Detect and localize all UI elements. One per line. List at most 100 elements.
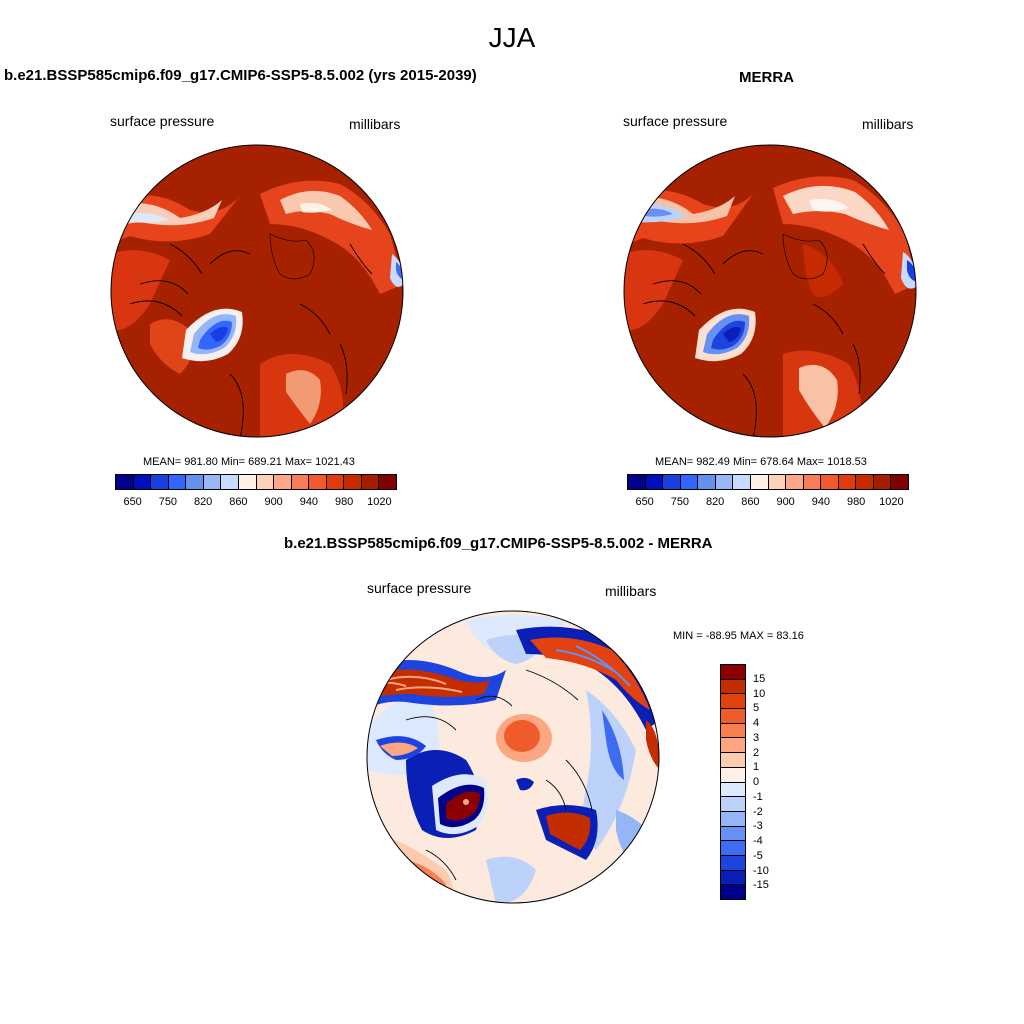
diff-colorbar-tick-label: -4	[753, 835, 763, 847]
left-colorbar-tick-label: 940	[299, 496, 319, 508]
diff-colorbar-tick-label: 1	[753, 761, 760, 774]
right-colorbar-tick-label: 650	[635, 496, 654, 508]
right-colorbar	[627, 474, 909, 490]
left-colorbar-swatch	[168, 475, 187, 489]
left-colorbar-tick-label: 980	[334, 496, 354, 508]
diff-panel-title: b.e21.BSSP585cmip6.f09_g17.CMIP6-SSP5-8.…	[284, 535, 713, 552]
diff-colorbar-swatch	[721, 826, 745, 842]
left-colorbar-swatch	[203, 475, 222, 489]
season-title: JJA	[488, 22, 536, 53]
right-colorbar-swatch	[680, 475, 699, 489]
right-panel-title: MERRA	[739, 69, 794, 86]
left-colorbar-swatch	[361, 475, 380, 489]
right-colorbar-swatch	[838, 475, 857, 489]
right-variable-label: surface pressure	[623, 113, 728, 129]
left-colorbar-ticks: 650 750 820 860 900 940 980 1020	[115, 496, 397, 510]
left-panel-title: b.e21.BSSP585cmip6.f09_g17.CMIP6-SSP5-8.…	[4, 67, 477, 84]
left-colorbar-tick-label: 900	[264, 496, 283, 508]
left-colorbar-tick-label: 750	[158, 496, 178, 508]
left-polar-map	[110, 144, 404, 438]
right-polar-map	[623, 144, 917, 438]
diff-colorbar-swatch	[721, 723, 745, 739]
right-colorbar-swatch	[715, 475, 734, 489]
diff-colorbar-swatch	[721, 709, 745, 724]
diff-colorbar-tick-label: -5	[753, 849, 763, 862]
left-colorbar-swatch	[379, 475, 396, 489]
right-colorbar-swatch	[768, 475, 787, 489]
diff-colorbar-tick-label: 3	[753, 731, 760, 744]
diff-colorbar-tick-label: -2	[753, 805, 763, 818]
diff-colorbar-swatch	[721, 841, 745, 856]
diff-minmax: MIN = -88.95 MAX = 83.16	[673, 630, 804, 642]
diff-colorbar-swatch	[721, 767, 745, 783]
right-colorbar-tick-label: 860	[741, 496, 760, 508]
left-colorbar-swatch	[151, 475, 169, 489]
diff-colorbar-swatch	[721, 855, 745, 871]
diff-colorbar-tick-label: -3	[753, 820, 763, 833]
left-colorbar-swatch	[186, 475, 204, 489]
right-colorbar-swatch	[663, 475, 681, 489]
left-units-label: millibars	[349, 116, 401, 132]
left-colorbar-tick-label: 860	[229, 496, 248, 508]
left-colorbar-swatch	[238, 475, 257, 489]
right-colorbar-swatch	[821, 475, 839, 489]
right-units-label: millibars	[862, 116, 914, 132]
diff-colorbar-swatch	[721, 753, 745, 768]
left-colorbar-swatch	[221, 475, 239, 489]
right-colorbar-swatch	[733, 475, 751, 489]
right-colorbar-swatch	[873, 475, 892, 489]
diff-colorbar-tick-label: 0	[753, 776, 760, 788]
right-colorbar-tick-label: 1020	[879, 496, 904, 508]
right-colorbar-tick-label: 820	[705, 496, 725, 508]
right-colorbar-swatch	[698, 475, 716, 489]
right-colorbar-swatch	[750, 475, 769, 489]
left-stats: MEAN= 981.80 Min= 689.21 Max= 1021.43	[143, 456, 355, 468]
left-colorbar-tick-label: 650	[123, 496, 142, 508]
left-colorbar-swatch	[116, 475, 134, 489]
right-colorbar-ticks: 650 750 820 860 900 940 980 1020	[627, 496, 909, 510]
right-colorbar-tick-label: 980	[846, 496, 866, 508]
diff-colorbar-swatch	[721, 870, 745, 886]
left-colorbar-tick-label: 820	[193, 496, 213, 508]
left-colorbar	[115, 474, 397, 490]
right-colorbar-swatch	[891, 475, 908, 489]
diff-colorbar-tick-label: 15	[753, 672, 766, 685]
left-colorbar-swatch	[344, 475, 362, 489]
diff-units-label: millibars	[605, 583, 657, 599]
right-colorbar-tick-label: 940	[811, 496, 831, 508]
right-stats: MEAN= 982.49 Min= 678.64 Max= 1018.53	[655, 456, 867, 468]
left-colorbar-swatch	[291, 475, 310, 489]
right-colorbar-tick-label: 750	[670, 496, 690, 508]
diff-variable-label: surface pressure	[367, 580, 472, 596]
diff-colorbar-tick-label: 10	[753, 687, 766, 700]
diff-colorbar-swatch	[721, 811, 745, 827]
diff-colorbar-swatch	[721, 694, 745, 710]
diff-polar-map	[366, 610, 660, 904]
right-colorbar-tick-label: 900	[776, 496, 795, 508]
right-colorbar-swatch	[628, 475, 646, 489]
left-colorbar-swatch	[133, 475, 152, 489]
left-colorbar-tick-label: 1020	[367, 496, 392, 508]
right-colorbar-swatch	[645, 475, 664, 489]
diff-colorbar-tick-label: -1	[753, 790, 763, 803]
left-colorbar-swatch	[326, 475, 345, 489]
right-colorbar-swatch	[786, 475, 804, 489]
diff-colorbar-tick-label: -10	[753, 864, 769, 877]
diff-colorbar-tick-label: 5	[753, 702, 760, 715]
diff-colorbar-tick-label: 2	[753, 746, 760, 759]
diff-colorbar-swatch	[721, 782, 745, 798]
left-colorbar-swatch	[309, 475, 327, 489]
diff-colorbar-swatch	[721, 738, 745, 754]
diff-colorbar-swatch	[721, 797, 745, 812]
left-variable-label: surface pressure	[110, 113, 215, 129]
right-colorbar-swatch	[856, 475, 874, 489]
left-colorbar-swatch	[274, 475, 292, 489]
diff-colorbar-swatch	[721, 679, 745, 695]
diff-colorbar-tick-label: -15	[753, 879, 769, 892]
diff-colorbar-swatch	[721, 885, 745, 899]
diff-colorbar-tick-label: 4	[753, 717, 760, 729]
diff-colorbar	[720, 664, 746, 900]
right-colorbar-swatch	[803, 475, 822, 489]
left-colorbar-swatch	[256, 475, 275, 489]
diff-colorbar-swatch	[721, 665, 745, 680]
